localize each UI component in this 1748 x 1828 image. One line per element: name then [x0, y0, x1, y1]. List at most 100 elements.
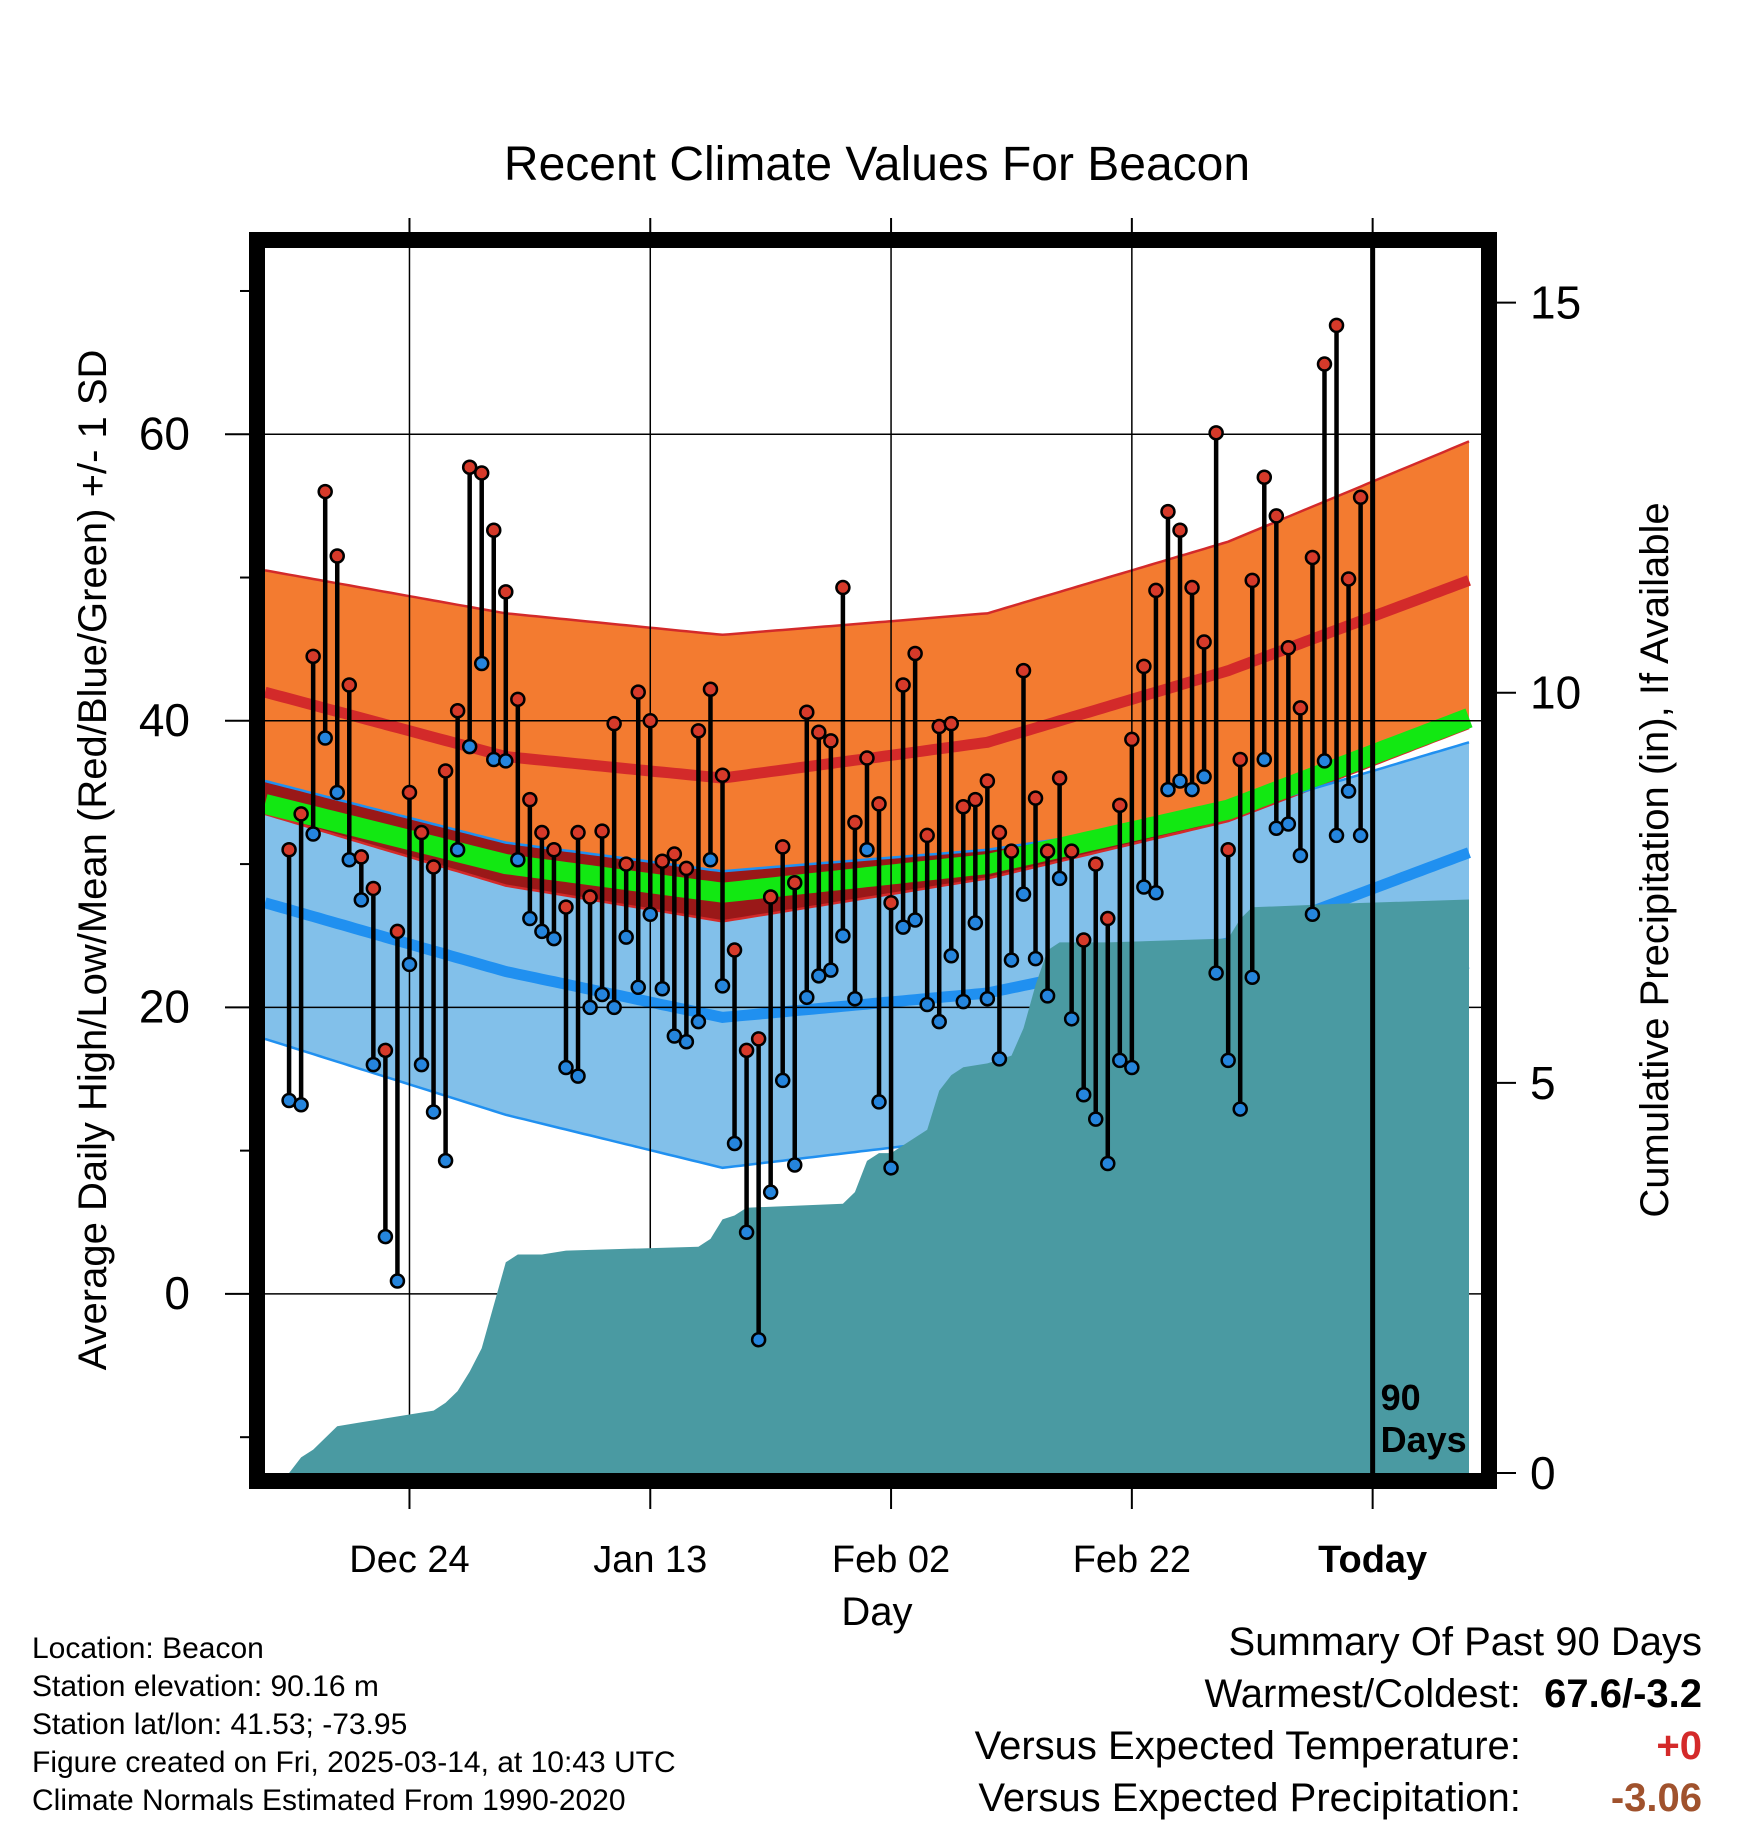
y2-tick-label: 15 [1530, 277, 1581, 329]
obs-high-point [365, 880, 382, 897]
obs-low-point [1196, 768, 1212, 785]
obs-high-point [1328, 317, 1345, 334]
obs-low-point [1015, 886, 1032, 902]
obs-low-point [762, 1184, 779, 1200]
obs-low-point [1051, 870, 1068, 887]
precip-vs-expected-label: Versus Expected Precipitation: [978, 1776, 1521, 1820]
footer-elevation: Station elevation: 90.16 m [32, 1670, 379, 1703]
obs-low-point [1304, 906, 1321, 922]
obs-high-point [594, 823, 610, 839]
obs-high-point [293, 806, 309, 822]
obs-low-point [510, 852, 526, 868]
warmest-coldest-value: 67.6/-3.2 [1544, 1672, 1702, 1716]
obs-high-point [811, 724, 827, 741]
plot-frame [249, 232, 1497, 1489]
obs-low-point [437, 1152, 454, 1169]
y2-tick-label: 5 [1530, 1057, 1556, 1109]
obs-low-point [690, 1013, 707, 1030]
obs-low-point [991, 1051, 1008, 1067]
obs-high-point [1087, 856, 1104, 872]
obs-high-point [1208, 425, 1224, 441]
obs-low-point [847, 991, 863, 1007]
obs-low-point [1316, 753, 1333, 769]
normal-mean-line [265, 708, 1473, 903]
obs-high-point [534, 824, 550, 841]
obs-low-point [425, 1104, 442, 1120]
footer-latlon: Station lat/lon: 41.53; -73.95 [32, 1708, 408, 1741]
obs-high-point [1304, 549, 1321, 566]
high-plus-sd-edge [265, 440, 1470, 637]
obs-high-point [943, 715, 960, 732]
x-tick-label: Today [1318, 1539, 1427, 1581]
obs-high-point [281, 842, 297, 858]
summary-warmest-coldest: Warmest/Coldest: 67.6/-3.2 [1205, 1672, 1703, 1717]
obs-low-point [522, 910, 538, 927]
obs-high-point [377, 1042, 394, 1059]
obs-high-point [1136, 658, 1152, 675]
obs-low-point [702, 852, 719, 868]
obs-high-point [546, 842, 562, 858]
obs-low-point [305, 826, 321, 842]
obs-low-point [774, 1072, 791, 1089]
obs-high-point [642, 713, 659, 729]
obs-low-point [967, 915, 984, 931]
obs-low-point [329, 784, 345, 801]
obs-high-point [1160, 503, 1176, 520]
obs-low-point [883, 1160, 899, 1176]
y-tick-label: 40 [139, 694, 190, 746]
obs-low-point [1112, 1052, 1128, 1069]
obs-high-point [1232, 751, 1248, 768]
obs-high-point [1075, 932, 1092, 948]
obs-low-point [1136, 879, 1152, 895]
obs-high-point [799, 704, 815, 720]
obs-high-point [1063, 843, 1080, 859]
obs-high-point [823, 733, 839, 749]
obs-low-point [582, 999, 598, 1016]
y2-tick-label: 0 [1530, 1447, 1556, 1499]
obs-high-point [401, 784, 418, 801]
obs-low-point [546, 930, 562, 947]
obs-low-point [654, 980, 671, 997]
obs-high-point [786, 874, 803, 891]
obs-low-point [1280, 816, 1297, 832]
obs-low-point [365, 1056, 382, 1073]
x-tick-label: Jan 13 [593, 1539, 707, 1581]
obs-low-point [823, 962, 839, 978]
obs-low-point [401, 956, 418, 973]
obs-low-point [461, 738, 478, 755]
obs-low-point [1232, 1101, 1248, 1117]
obs-low-point [811, 968, 827, 984]
obs-high-point [1280, 639, 1297, 656]
obs-low-point [678, 1033, 695, 1050]
footer-location: Location: Beacon [32, 1632, 264, 1665]
obs-high-point [461, 459, 478, 475]
obs-low-point [799, 989, 815, 1006]
obs-high-point [486, 522, 502, 539]
obs-high-point [774, 839, 791, 855]
obs-high-point [1100, 910, 1116, 927]
obs-high-point [1184, 579, 1200, 596]
obs-high-point [473, 465, 490, 481]
obs-high-point [1256, 469, 1273, 485]
temp-vs-expected-value: +0 [1656, 1724, 1702, 1768]
obs-low-point [1039, 988, 1056, 1004]
obs-low-point [955, 993, 972, 1010]
x-tick-label: Feb 22 [1073, 1539, 1191, 1581]
obs-low-point [738, 1224, 755, 1241]
obs-high-point [582, 889, 598, 905]
obs-low-point [594, 986, 610, 1003]
obs-high-point [425, 859, 442, 875]
obs-low-point [1352, 827, 1369, 844]
obs-high-point [341, 677, 358, 693]
obs-high-point [1352, 489, 1369, 506]
obs-high-point [606, 715, 622, 732]
obs-high-point [353, 849, 370, 865]
axes: 0 20 40 60 0 5 10 15 Dec 24 Jan 13 Feb 02 Feb 22 Tod… [139, 218, 1581, 1581]
summary-precipitation: Versus Expected Precipitation: -3.06 [978, 1776, 1702, 1821]
obs-high-point [413, 824, 430, 841]
high-minus-sd-edge [265, 726, 1470, 923]
obs-high-point [967, 791, 984, 808]
obs-low-point [498, 753, 514, 769]
